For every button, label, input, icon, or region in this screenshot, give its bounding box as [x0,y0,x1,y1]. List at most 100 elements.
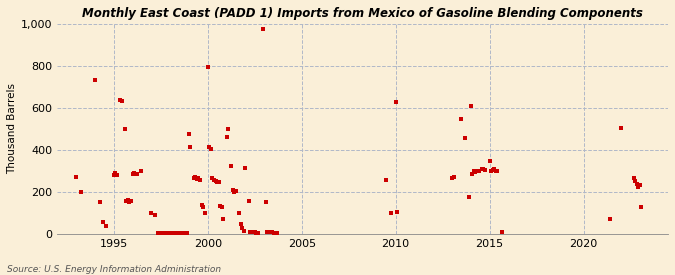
Point [634,182,645,187]
Point [76,190,86,194]
Point [154,231,165,235]
Point [465,104,476,108]
Point [226,163,237,168]
Point [392,210,402,214]
Point [157,231,167,235]
Point [249,230,260,234]
Point [240,166,250,170]
Point [166,231,177,235]
Point [470,170,481,174]
Point [206,147,217,151]
Point [90,77,101,82]
Point [124,200,135,205]
Point [490,169,501,173]
Point [116,98,127,103]
Point [179,231,190,235]
Point [263,230,274,234]
Point [234,211,244,215]
Title: Monthly East Coast (PADD 1) Imports from Mexico of Gasoline Blending Components: Monthly East Coast (PADD 1) Imports from… [82,7,643,20]
Point [123,198,134,202]
Point [478,167,489,171]
Point [192,177,202,182]
Point [477,167,487,171]
Point [492,169,503,173]
Point [163,231,174,235]
Point [252,231,263,235]
Point [165,231,176,235]
Point [448,175,459,179]
Point [246,230,257,234]
Point [126,199,136,204]
Point [467,172,478,176]
Point [115,97,126,102]
Point [171,231,182,235]
Point [129,171,140,175]
Point [160,231,171,235]
Point [262,230,273,234]
Point [390,99,401,104]
Point [487,168,498,172]
Point [271,231,282,235]
Point [628,176,639,180]
Point [248,230,259,234]
Point [218,217,229,221]
Point [194,178,205,183]
Point [152,231,163,235]
Point [237,226,248,230]
Point [484,159,495,164]
Point [385,211,396,215]
Point [261,200,271,205]
Point [636,204,647,209]
Point [243,199,254,204]
Point [472,169,483,173]
Point [111,173,122,177]
Point [155,231,166,235]
Point [109,173,119,177]
Point [489,167,500,171]
Point [269,231,280,235]
Point [227,188,238,192]
Point [213,180,224,185]
Point [381,178,392,183]
Point [190,175,200,179]
Point [121,199,132,204]
Point [110,171,121,175]
Point [180,231,191,235]
Point [178,231,188,235]
Point [447,176,458,180]
Point [251,231,262,235]
Y-axis label: Thousand Barrels: Thousand Barrels [7,83,17,174]
Point [169,231,180,235]
Point [95,200,105,205]
Point [238,229,249,233]
Point [135,169,146,173]
Point [176,231,186,235]
Point [257,27,268,31]
Point [486,169,497,173]
Point [159,231,169,235]
Point [464,195,475,199]
Point [236,222,246,227]
Point [188,176,199,180]
Point [631,181,642,186]
Point [221,135,232,139]
Point [210,179,221,184]
Point [198,204,209,209]
Point [497,230,508,234]
Point [168,231,179,235]
Point [630,179,641,184]
Point [184,132,194,136]
Point [223,127,234,131]
Point [231,189,242,193]
Point [605,217,616,221]
Point [229,190,240,194]
Text: Source: U.S. Energy Information Administration: Source: U.S. Energy Information Administ… [7,265,221,274]
Point [174,231,185,235]
Point [132,172,142,176]
Point [146,211,157,215]
Point [202,65,213,69]
Point [468,169,479,173]
Point [204,145,215,149]
Point [127,172,138,176]
Point [633,185,644,189]
